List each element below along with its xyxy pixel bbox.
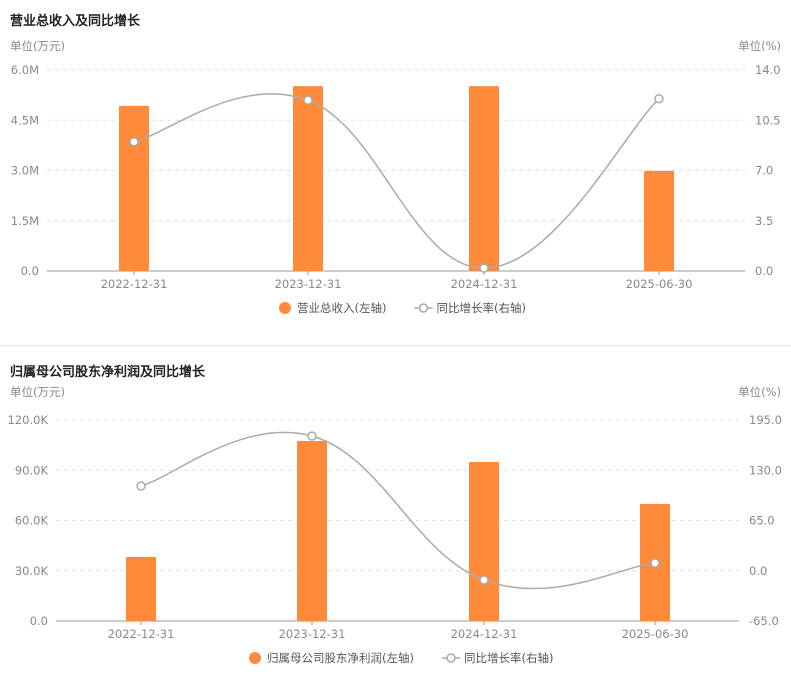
growth-point (479, 575, 489, 585)
growth-point (650, 558, 660, 568)
legend-line-label: 同比增长率(右轴) (437, 301, 526, 315)
left-tick-label: 60.0K (15, 514, 49, 528)
left-tick-label: 120.0K (8, 413, 49, 427)
growth-point (307, 431, 317, 441)
growth-point (129, 137, 139, 147)
legend-bar-icon (249, 652, 261, 664)
legend-bar-label: 营业总收入(左轴) (297, 301, 386, 315)
x-tick-label: 2022-12-31 (101, 277, 168, 291)
right-tick-label: 10.5 (755, 113, 781, 127)
right-unit-label: 单位(%) (738, 39, 781, 53)
growth-line (140, 431, 656, 590)
legend-line-marker (446, 653, 456, 663)
legend-bar-icon (279, 302, 291, 314)
x-tick-label: 2023-12-31 (279, 627, 346, 641)
legend-bar-label: 归属母公司股东净利润(左轴) (267, 651, 414, 665)
right-tick-label: 130.0 (749, 463, 782, 477)
x-tick-label: 2022-12-31 (108, 627, 175, 641)
x-tick-label: 2024-12-31 (451, 627, 518, 641)
bar (119, 105, 149, 271)
left-tick-label: 0.0 (30, 614, 48, 628)
right-unit-label: 单位(%) (738, 385, 781, 399)
chart1-title: 营业总收入及同比增长 (10, 14, 141, 29)
growth-point (303, 95, 313, 105)
right-tick-label: 3.5 (755, 214, 773, 228)
right-tick-label: 65.0 (749, 514, 775, 528)
left-tick-label: 1.5M (11, 214, 39, 228)
legend-line-marker (418, 303, 429, 313)
right-tick-label: 14.0 (755, 63, 781, 77)
bar (469, 86, 499, 271)
right-tick-label: 0.0 (749, 564, 767, 578)
left-unit-label: 单位(万元) (10, 385, 65, 399)
legend-line-label: 同比增长率(右轴) (464, 651, 553, 665)
right-tick-label: 195.0 (749, 413, 782, 427)
right-tick-label: 0.0 (755, 264, 773, 278)
bar (297, 440, 327, 621)
divider (0, 345, 791, 346)
x-tick-label: 2023-12-31 (275, 277, 342, 291)
bar (469, 462, 499, 621)
bar (644, 170, 674, 271)
chart2-title: 归属母公司股东净利润及同比增长 (10, 365, 206, 380)
right-tick-label: -65.0 (749, 614, 779, 628)
left-tick-label: 90.0K (15, 463, 49, 477)
growth-line (133, 93, 660, 269)
x-tick-label: 2025-06-30 (626, 277, 693, 291)
left-unit-label: 单位(万元) (10, 39, 65, 53)
left-tick-label: 3.0M (11, 164, 39, 178)
left-tick-label: 0.0 (21, 264, 39, 278)
chart2-net-profit: 单位(万元) 单位(%) 0.0 -65.0 30.0K 0.0 60.0K 65.0 90.0… (8, 385, 782, 665)
x-tick-label: 2024-12-31 (451, 277, 518, 291)
left-tick-label: 30.0K (15, 564, 49, 578)
left-tick-label: 4.5M (11, 113, 39, 127)
left-tick-label: 6.0M (11, 63, 39, 77)
bar (293, 86, 323, 271)
x-tick-label: 2025-06-30 (622, 627, 689, 641)
growth-point (654, 93, 664, 104)
chart1-revenue: 单位(万元) 单位(%) 0.0 0.0 1.5M 3.5 3.0M 7.0 4.5M 10.5 6… (10, 39, 781, 315)
growth-point (479, 263, 489, 273)
right-tick-label: 7.0 (755, 164, 773, 178)
bar (126, 557, 156, 621)
growth-point (136, 481, 146, 491)
